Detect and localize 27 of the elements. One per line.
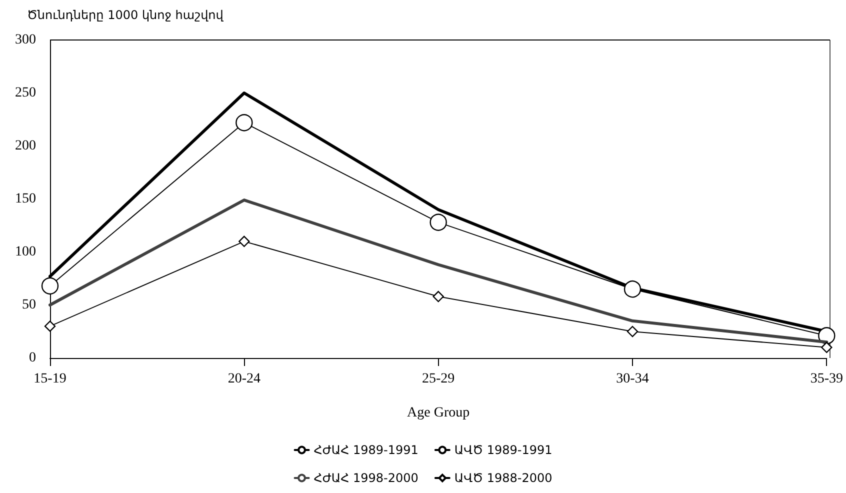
legend-label: ԱՎԾ 1989-1991 [454, 443, 552, 457]
point [624, 280, 642, 298]
x-tick-label: 35-39 [810, 372, 844, 386]
point [236, 114, 253, 132]
legend-label: ՀԺԱՀ 1998-2000 [314, 471, 418, 485]
x-tick-label: 15-19 [34, 372, 66, 386]
y-tick-label: 0 [29, 350, 36, 366]
point [44, 320, 56, 332]
x-axis-title: Age Group [407, 406, 470, 420]
legend-label: ԱՎԾ 1988-2000 [454, 471, 552, 485]
point [626, 326, 638, 338]
point [41, 277, 59, 295]
point [238, 236, 250, 247]
y-tick-label: 100 [15, 244, 36, 260]
point [432, 290, 444, 302]
y-tick-label: 150 [15, 192, 36, 206]
x-tick-label: 30-34 [616, 372, 649, 386]
y-tick-label: 300 [15, 32, 36, 48]
legend-label: ՀԺԱՀ 1989-1991 [314, 443, 418, 457]
chart-title: Ծնունդները 1000 կնոջ հաշվով [27, 8, 224, 22]
point [430, 214, 447, 231]
x-tick-label: 20-24 [228, 372, 261, 386]
x-tick-label: 25-29 [422, 372, 455, 386]
y-tick-label: 200 [15, 138, 36, 154]
point [821, 342, 832, 353]
y-tick-label: 250 [15, 86, 36, 100]
y-tick-label: 50 [22, 298, 36, 312]
